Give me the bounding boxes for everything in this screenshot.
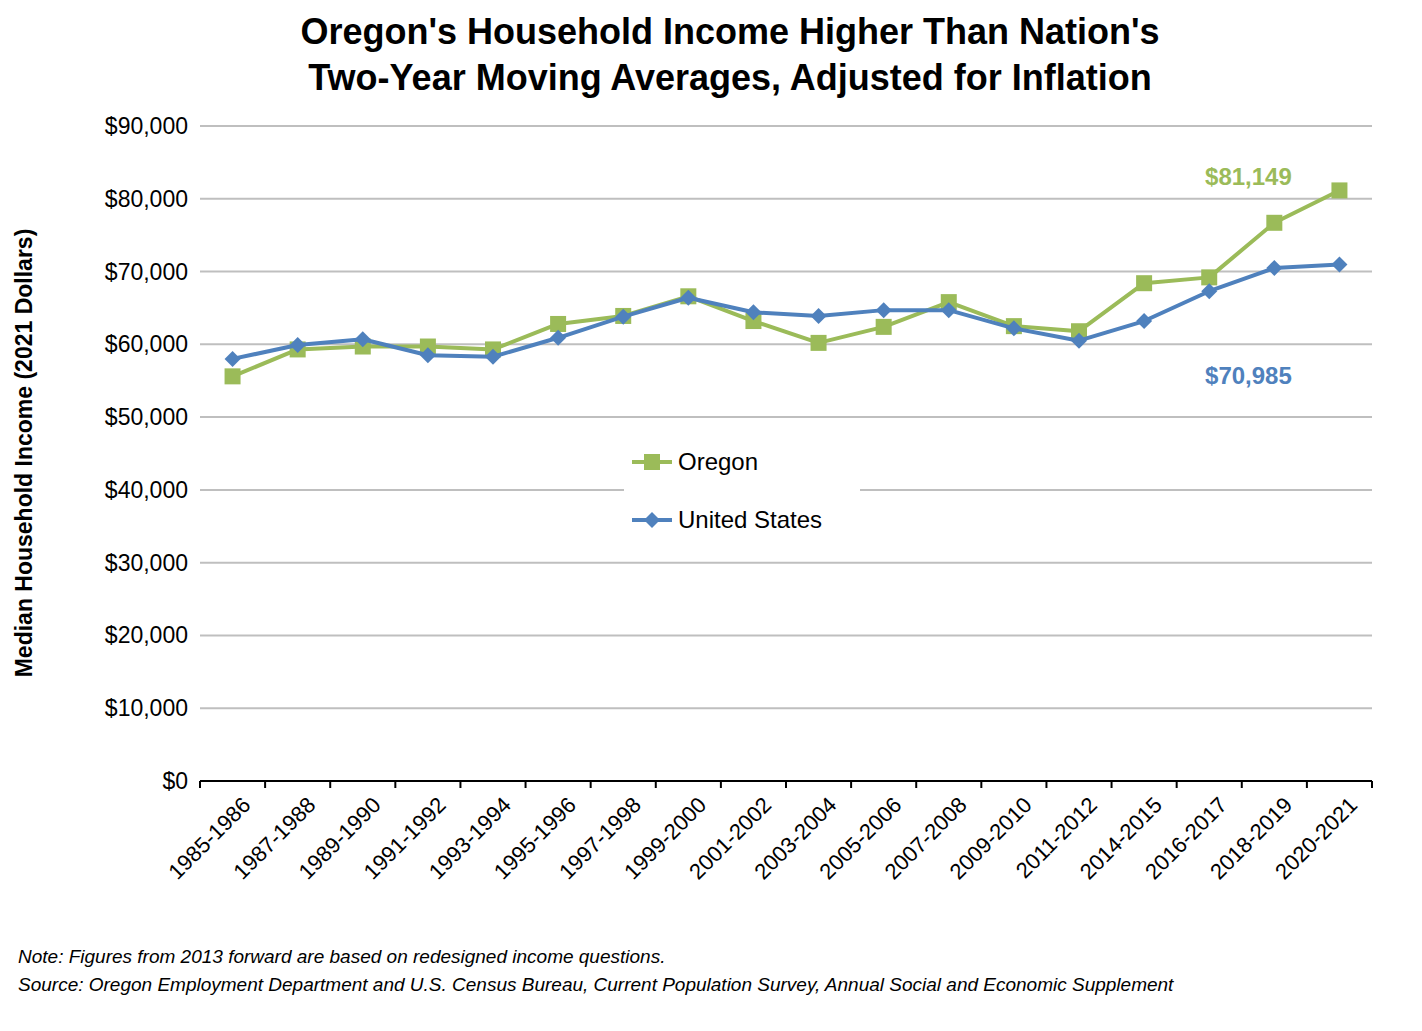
x-tick-mark: [1111, 781, 1113, 788]
grid-line: [200, 707, 1372, 709]
marker: [1071, 333, 1087, 349]
x-tick-mark: [329, 781, 331, 788]
y-tick-label: $10,000: [105, 695, 188, 721]
marker: [1331, 256, 1347, 272]
x-tick-mark: [1306, 781, 1308, 788]
plot-area: [225, 182, 1348, 384]
marker: [485, 349, 501, 365]
marker: [615, 308, 631, 324]
x-tick-mark: [915, 781, 917, 788]
marker: [1201, 269, 1217, 285]
grid-line: [200, 125, 1372, 127]
marker: [290, 337, 306, 353]
marker: [876, 319, 892, 335]
x-tick-mark: [525, 781, 527, 788]
x-tick-mark: [1176, 781, 1178, 788]
marker: [1266, 215, 1282, 231]
y-tick-label: $40,000: [105, 477, 188, 503]
y-tick-label: $0: [162, 768, 188, 794]
marker: [355, 331, 371, 347]
marker: [225, 351, 241, 367]
series-line: [233, 190, 1340, 376]
legend-label: Oregon: [678, 448, 758, 475]
marker: [811, 335, 827, 351]
x-tick-mark: [720, 781, 722, 788]
marker: [1136, 313, 1152, 329]
subtitle: Two-Year Moving Averages, Adjusted for I…: [308, 57, 1151, 98]
legend: Oregon United States: [624, 437, 860, 547]
legend-box: [624, 437, 860, 547]
x-tick-mark: [1241, 781, 1243, 788]
marker: [420, 347, 436, 363]
marker: [615, 309, 631, 325]
y-tick-label: $80,000: [105, 186, 188, 212]
note: Note: Figures from 2013 forward are base…: [18, 944, 1318, 970]
y-tick-label: $20,000: [105, 622, 188, 648]
marker: [644, 512, 660, 528]
x-tick-mark: [785, 781, 787, 788]
grid-line: [200, 634, 1372, 636]
marker: [644, 454, 660, 470]
marker: [550, 316, 566, 332]
y-tick-label: $70,000: [105, 259, 188, 285]
marker: [680, 290, 696, 306]
marker: [1201, 283, 1217, 299]
y-tick-label: $90,000: [105, 113, 188, 139]
legend-label: United States: [678, 506, 822, 533]
x-tick-mark: [980, 781, 982, 788]
data-label: $81,149: [1205, 163, 1292, 190]
grid-line: [200, 271, 1372, 273]
grid-line: [200, 562, 1372, 564]
x-tick-mark: [264, 781, 266, 788]
y-tick-label: $50,000: [105, 404, 188, 430]
y-tick-label: $30,000: [105, 550, 188, 576]
marker: [941, 302, 957, 318]
x-tick-mark: [850, 781, 852, 788]
marker: [1331, 182, 1347, 198]
marker: [876, 302, 892, 318]
source: Source: Oregon Employment Department and…: [18, 972, 1318, 998]
x-tick-mark: [1045, 781, 1047, 788]
series-line: [233, 264, 1340, 359]
x-tick-mark: [590, 781, 592, 788]
y-tick-label: $60,000: [105, 331, 188, 357]
marker: [225, 368, 241, 384]
x-tick-mark: [1371, 781, 1373, 788]
x-tick-mark: [459, 781, 461, 788]
x-tick-mark: [655, 781, 657, 788]
data-label: $70,985: [1205, 362, 1292, 389]
x-tick-label: 2020-2021: [1270, 792, 1362, 884]
title: Oregon's Household Income Higher Than Na…: [300, 11, 1159, 52]
grid-line: [200, 198, 1372, 200]
x-tick-mark: [199, 781, 201, 788]
marker: [550, 330, 566, 346]
marker: [1266, 260, 1282, 276]
marker: [811, 308, 827, 324]
chart: Oregon's Household Income Higher Than Na…: [0, 0, 1422, 1031]
marker: [1006, 320, 1022, 336]
grid-line: [200, 416, 1372, 418]
x-tick-mark: [394, 781, 396, 788]
y-axis-label: Median Household Income (2021 Dollars): [11, 229, 37, 678]
marker: [1136, 275, 1152, 291]
marker: [745, 304, 761, 320]
